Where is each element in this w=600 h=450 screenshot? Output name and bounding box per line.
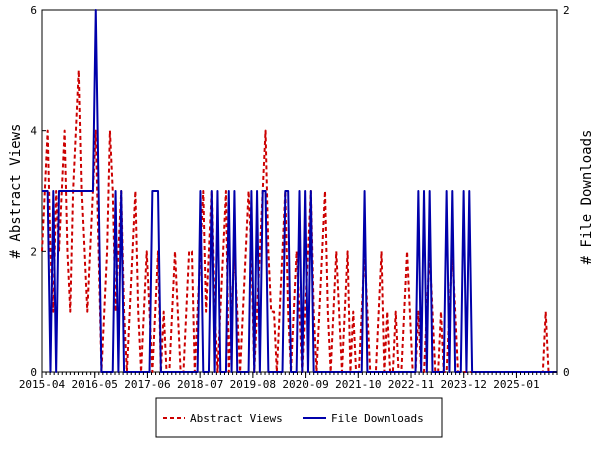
y-tick-label-left: 2 — [30, 245, 37, 258]
x-tick-label: 2021-10 — [335, 378, 381, 391]
series-layer — [41, 9, 557, 373]
y-tick-label-right: 0 — [563, 366, 570, 379]
x-tick-label: 2022-11 — [388, 378, 434, 391]
y-tick-label-left: 6 — [30, 4, 37, 17]
x-tick-label: 2019-08 — [230, 378, 276, 391]
x-tick-label: 2017-06 — [124, 378, 170, 391]
y-axis-left: 0 2 4 6 — [30, 4, 46, 379]
x-tick-label: 2018-07 — [177, 378, 223, 391]
x-tick-label: 2015-04 — [19, 378, 66, 391]
x-tick-label: 2025-01 — [493, 378, 539, 391]
x-tick-label: 2020-09 — [282, 378, 328, 391]
y-tick-label-left: 0 — [30, 366, 37, 379]
x-axis: 2015-04 2016-05 2017-06 2018-07 2019-08 2020-… — [19, 372, 558, 391]
x-tick-label: 2016-05 — [72, 378, 118, 391]
legend: Abstract Views File Downloads — [155, 397, 443, 438]
series-line-file-downloads — [42, 9, 557, 373]
y-axis-right: 02 — [553, 4, 570, 379]
y-axis-title-left: # Abstract Views — [8, 124, 24, 259]
y-axis-title-right: # File Downloads — [579, 130, 595, 265]
y-tick-label-left: 4 — [30, 125, 37, 138]
legend-box — [155, 397, 443, 438]
legend-label-file-downloads: File Downloads — [331, 412, 424, 425]
x-tick-label: 2023-12 — [441, 378, 487, 391]
legend-label-abstract-views: Abstract Views — [190, 412, 283, 425]
y-tick-label-right: 2 — [563, 4, 570, 17]
